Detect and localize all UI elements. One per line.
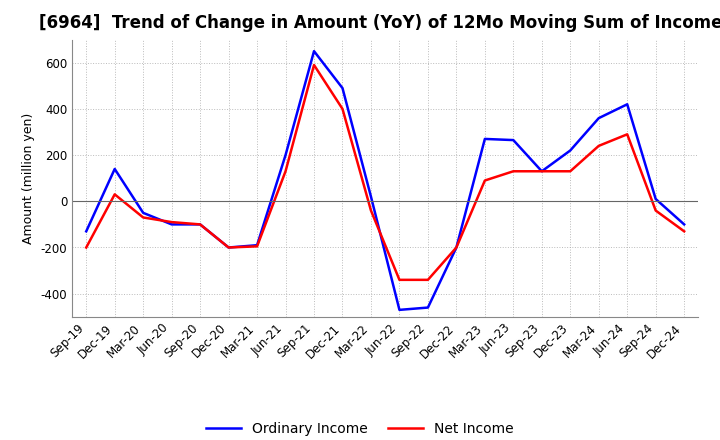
Net Income [395,277,404,282]
Title: [6964]  Trend of Change in Amount (YoY) of 12Mo Moving Sum of Incomes: [6964] Trend of Change in Amount (YoY) o… [38,15,720,33]
Ordinary Income [480,136,489,142]
Net Income [680,229,688,234]
Ordinary Income [652,196,660,202]
Ordinary Income [139,210,148,216]
Net Income [338,106,347,111]
Net Income [423,277,432,282]
Ordinary Income [338,85,347,91]
Net Income [623,132,631,137]
Ordinary Income [253,242,261,248]
Y-axis label: Amount (million yen): Amount (million yen) [22,113,35,244]
Ordinary Income [196,222,204,227]
Ordinary Income [366,194,375,199]
Ordinary Income [110,166,119,172]
Ordinary Income [680,222,688,227]
Net Income [509,169,518,174]
Net Income [310,62,318,68]
Ordinary Income [282,152,290,158]
Ordinary Income [82,229,91,234]
Net Income [139,215,148,220]
Ordinary Income [395,307,404,312]
Net Income [452,245,461,250]
Net Income [253,244,261,249]
Net Income [110,192,119,197]
Ordinary Income [566,148,575,153]
Net Income [282,169,290,174]
Legend: Ordinary Income, Net Income: Ordinary Income, Net Income [200,417,520,440]
Net Income [537,169,546,174]
Net Income [82,245,91,250]
Net Income [595,143,603,148]
Net Income [225,245,233,250]
Net Income [652,208,660,213]
Net Income [167,220,176,225]
Net Income [196,222,204,227]
Ordinary Income [310,48,318,54]
Ordinary Income [167,222,176,227]
Net Income [480,178,489,183]
Ordinary Income [595,115,603,121]
Net Income [566,169,575,174]
Line: Ordinary Income: Ordinary Income [86,51,684,310]
Ordinary Income [225,245,233,250]
Ordinary Income [623,102,631,107]
Line: Net Income: Net Income [86,65,684,280]
Net Income [366,208,375,213]
Ordinary Income [452,245,461,250]
Ordinary Income [509,137,518,143]
Ordinary Income [423,305,432,310]
Ordinary Income [537,169,546,174]
